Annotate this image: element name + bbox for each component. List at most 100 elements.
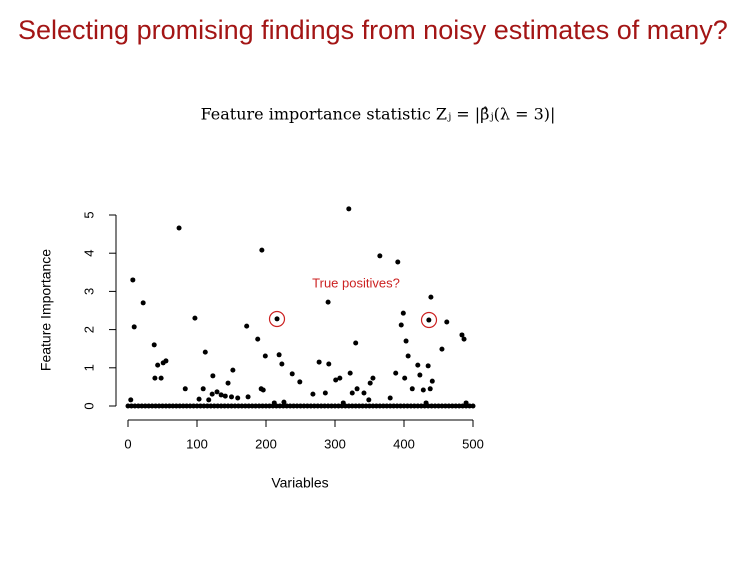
point	[301, 403, 307, 409]
point	[160, 403, 165, 409]
point	[398, 403, 404, 409]
point	[326, 361, 332, 367]
point	[439, 346, 445, 352]
point	[166, 403, 172, 409]
point	[393, 370, 399, 376]
point	[262, 353, 268, 359]
point	[422, 403, 428, 409]
x-tick-label: 500	[462, 436, 484, 451]
point	[436, 403, 441, 409]
point	[463, 403, 469, 409]
point	[316, 359, 322, 365]
point	[225, 403, 231, 409]
point	[180, 403, 186, 409]
highlight-circle	[420, 311, 438, 329]
point	[439, 403, 445, 409]
point	[281, 399, 287, 405]
point	[401, 403, 407, 409]
point	[409, 386, 415, 392]
point	[259, 247, 265, 253]
point	[204, 403, 210, 409]
point	[287, 403, 293, 409]
point	[163, 403, 169, 409]
point	[255, 336, 261, 342]
annotation: True positives?	[312, 275, 400, 290]
point	[273, 403, 279, 409]
point	[415, 403, 421, 409]
point	[222, 393, 228, 399]
point	[428, 294, 434, 300]
point	[279, 361, 285, 367]
point	[244, 323, 250, 329]
point	[209, 391, 215, 397]
point	[218, 403, 224, 409]
point	[377, 253, 383, 259]
point	[353, 403, 359, 409]
point	[325, 403, 331, 409]
point	[202, 349, 208, 355]
point	[333, 377, 339, 383]
point	[298, 403, 303, 409]
point	[253, 403, 259, 409]
point	[394, 403, 400, 409]
point	[318, 403, 324, 409]
point	[367, 403, 372, 409]
point	[245, 394, 251, 400]
point	[429, 378, 435, 384]
point	[274, 316, 280, 322]
point	[152, 375, 158, 381]
point	[411, 403, 417, 409]
point	[215, 403, 221, 409]
point	[456, 403, 462, 409]
point	[408, 403, 414, 409]
point	[339, 403, 345, 409]
point	[211, 403, 217, 409]
point	[229, 403, 234, 409]
point	[232, 403, 238, 409]
point	[235, 403, 241, 409]
point	[239, 403, 245, 409]
point	[387, 403, 393, 409]
point	[206, 397, 212, 403]
point	[142, 403, 148, 409]
point	[356, 403, 362, 409]
point	[467, 403, 473, 409]
point	[426, 317, 432, 323]
point	[151, 342, 157, 348]
point	[329, 403, 335, 409]
point	[308, 403, 314, 409]
point	[361, 390, 367, 396]
point	[427, 386, 433, 392]
point	[367, 380, 373, 386]
point	[135, 403, 141, 409]
point	[425, 403, 431, 409]
point	[246, 403, 252, 409]
point	[373, 403, 379, 409]
point	[432, 403, 438, 409]
point	[140, 300, 146, 306]
point	[294, 403, 300, 409]
point	[310, 391, 316, 397]
point	[218, 392, 224, 398]
point	[208, 403, 214, 409]
point	[459, 332, 465, 338]
point	[176, 225, 182, 231]
point	[337, 375, 343, 381]
point	[377, 403, 383, 409]
point	[346, 206, 352, 212]
point	[380, 403, 386, 409]
point	[177, 403, 183, 409]
point	[132, 403, 138, 409]
point	[391, 403, 397, 409]
point	[404, 403, 410, 409]
chart-subtitle: Feature importance statistic Zⱼ = |β̂ⱼ(λ…	[201, 105, 556, 124]
point	[398, 322, 404, 328]
point	[128, 397, 134, 403]
point	[249, 403, 255, 409]
point	[446, 403, 452, 409]
point	[322, 390, 328, 396]
point	[444, 319, 450, 325]
point	[470, 403, 476, 409]
point	[153, 403, 159, 409]
